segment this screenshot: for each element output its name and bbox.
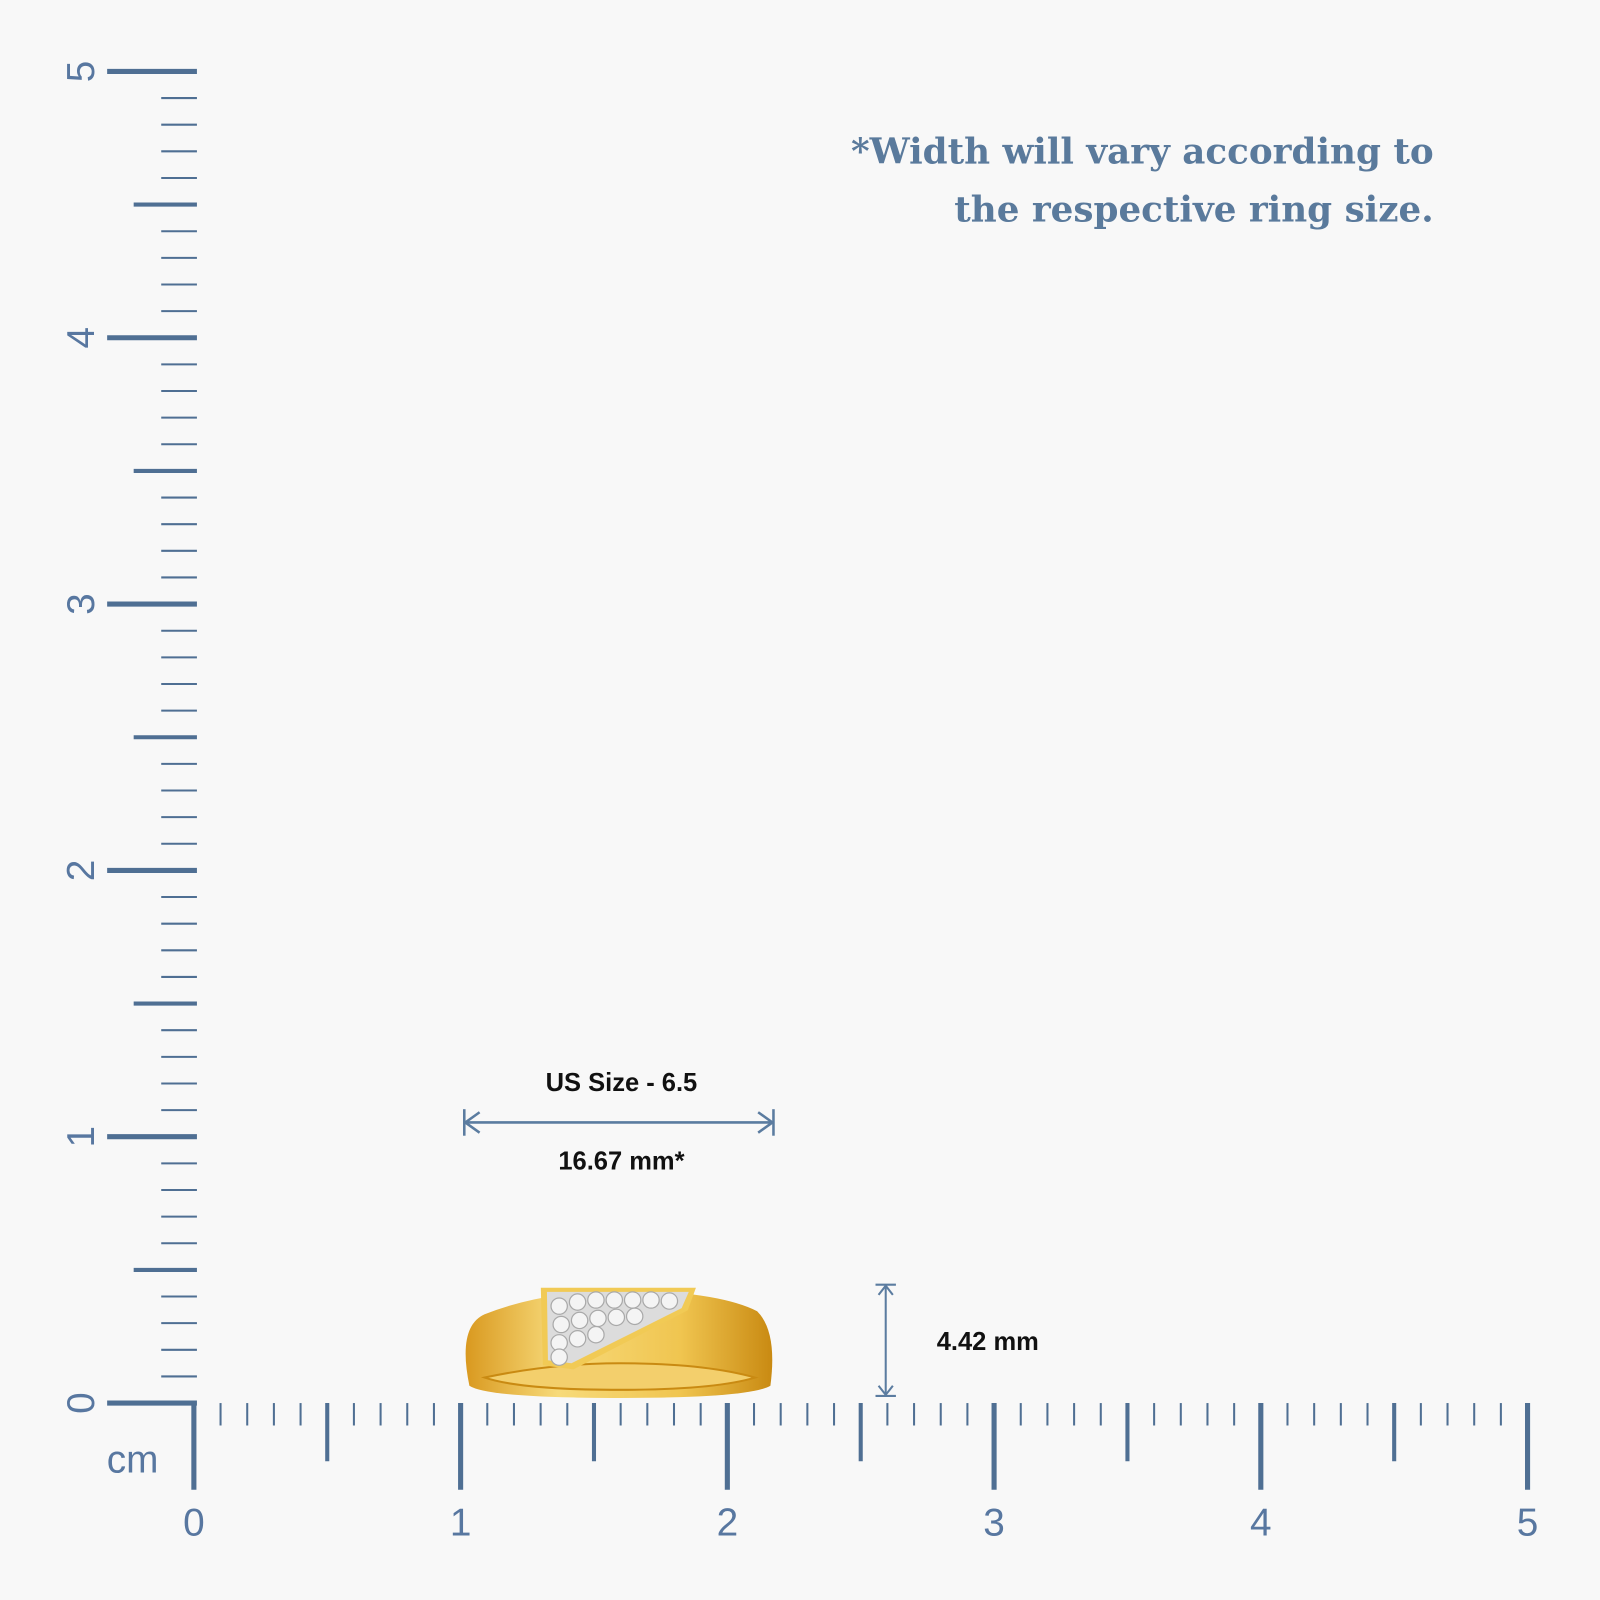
x-label: 3 xyxy=(983,1502,1005,1545)
diamonds xyxy=(550,1291,679,1366)
size-label: US Size - 6.5 xyxy=(546,1069,698,1097)
diamond xyxy=(550,1297,568,1315)
width-arrow xyxy=(463,1109,775,1136)
diamond xyxy=(623,1291,642,1309)
diamond xyxy=(550,1348,568,1366)
y-label: 2 xyxy=(60,860,103,882)
diamond xyxy=(642,1291,660,1309)
diamond xyxy=(607,1308,626,1327)
ring xyxy=(465,1287,773,1398)
diamond xyxy=(570,1311,589,1330)
diamond xyxy=(568,1330,587,1348)
width-label: 16.67 mm* xyxy=(558,1147,684,1175)
x-label: 0 xyxy=(183,1502,205,1545)
height-arrow xyxy=(875,1283,896,1397)
y-label: 3 xyxy=(60,593,103,615)
x-label: 4 xyxy=(1250,1502,1272,1545)
diamond xyxy=(587,1325,605,1344)
diamond xyxy=(587,1291,605,1309)
unit-label: cm xyxy=(107,1438,159,1481)
diamond xyxy=(568,1293,587,1311)
x-label: 5 xyxy=(1517,1502,1539,1545)
ruler: 0 1 2 3 4 5 0 1 2 3 4 5 xyxy=(60,61,1538,1545)
x-label: 1 xyxy=(450,1502,472,1545)
note-line: *Width will vary according to xyxy=(851,130,1434,172)
y-label: 4 xyxy=(60,327,103,349)
diamond xyxy=(660,1292,679,1310)
y-label: 0 xyxy=(60,1392,103,1414)
note-line: the respective ring size. xyxy=(954,188,1433,230)
diamond xyxy=(589,1309,607,1328)
x-label: 2 xyxy=(717,1502,739,1545)
height-label: 4.42 mm xyxy=(937,1328,1039,1356)
diamond xyxy=(552,1315,571,1334)
diamond xyxy=(625,1307,644,1326)
diamond xyxy=(605,1291,624,1309)
y-label: 1 xyxy=(60,1126,103,1148)
y-label: 5 xyxy=(60,61,103,83)
